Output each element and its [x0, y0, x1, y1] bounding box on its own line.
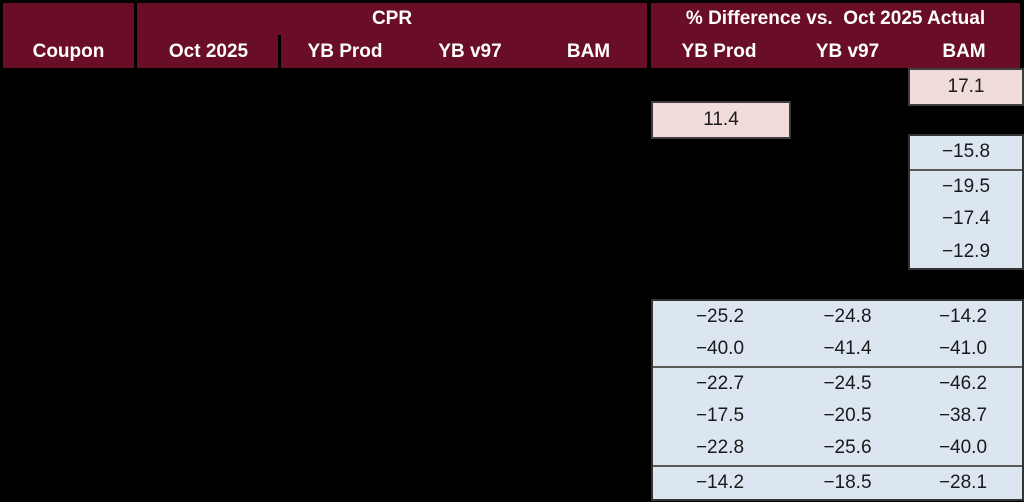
table-row: −14.2 −18.5 −28.1	[653, 467, 1022, 499]
cell-diff-ybprod-row10: −22.7	[695, 372, 745, 394]
diff-block-rows8-13: −25.2 −24.8 −14.2 −40.0 −41.4 −41.0 −22.…	[651, 299, 1024, 501]
cell-diff-ybprod-row11: −17.5	[695, 405, 745, 427]
diff-group-header-cell: % Difference vs. Oct 2025 Actual YB Prod…	[651, 3, 1020, 68]
cell-diff-bam-row5: −17.4	[941, 208, 991, 230]
cell-diff-bam-row12: −40.0	[938, 437, 988, 459]
table-row: −22.7 −24.5 −46.2	[653, 368, 1022, 400]
diff-bam-block-rows3-6: −15.8 −19.5 −17.4 −12.9	[908, 134, 1024, 270]
cell-diff-bam-row9: −41.0	[938, 338, 988, 360]
cell-diff-ybprod-row12: −22.8	[695, 437, 745, 459]
table-row: −25.2 −24.8 −14.2	[653, 301, 1022, 333]
cell-diff-ybprod-row13: −14.2	[695, 471, 745, 493]
cell-diff-ybprod-row8: −25.2	[695, 306, 745, 328]
cpr-col-yb-v97: YB v97	[438, 40, 502, 62]
cpr-col-bam: BAM	[566, 40, 611, 62]
cell-diff-bam-row3: −15.8	[910, 136, 1022, 171]
coupon-header-label: Coupon	[32, 40, 105, 62]
header-column-divider	[278, 35, 281, 68]
cpr-col-oct-2025: Oct 2025	[168, 40, 249, 62]
cell-diff-ybv97-row9: −41.4	[823, 338, 872, 360]
cpr-col-yb-prod: YB Prod	[307, 40, 383, 62]
cpr-group-header-cell: CPR Oct 2025 YB Prod YB v97 BAM	[137, 3, 647, 68]
cell-diff-ybv97-row12: −25.6	[823, 437, 872, 459]
cell-diff-ybv97-row10: −24.5	[823, 372, 872, 394]
cell-diff-bam-row8: −14.2	[938, 306, 988, 328]
cell-diff-ybprod-row2: 11.4	[651, 101, 791, 139]
cell-diff-bam-row11: −38.7	[938, 405, 988, 427]
cell-diff-bam-row6: −12.9	[941, 240, 991, 262]
diff-col-yb-v97: YB v97	[815, 40, 880, 62]
table-row: −22.8 −25.6 −40.0	[653, 432, 1022, 467]
cell-diff-bam-row13: −28.1	[938, 471, 988, 493]
diff-col-yb-prod: YB Prod	[681, 40, 757, 62]
table-row: −17.5 −20.5 −38.7	[653, 400, 1022, 432]
cell-diff-bam-row1: 17.1	[908, 68, 1024, 106]
cell-diff-ybprod-row9: −40.0	[695, 338, 745, 360]
coupon-header-cell: Coupon	[3, 3, 134, 68]
table-row: −40.0 −41.4 −41.0	[653, 333, 1022, 368]
diff-group-label: % Difference vs. Oct 2025 Actual	[685, 8, 986, 29]
diff-col-bam: BAM	[942, 40, 986, 62]
cell-diff-ybv97-row11: −20.5	[823, 405, 872, 427]
cell-diff-bam-row4: −19.5	[941, 175, 991, 197]
cpr-group-label: CPR	[371, 8, 413, 29]
cell-diff-ybv97-row8: −24.8	[823, 306, 872, 328]
cell-diff-bam-row10: −46.2	[938, 372, 988, 394]
cell-diff-ybv97-row13: −18.5	[823, 471, 872, 493]
